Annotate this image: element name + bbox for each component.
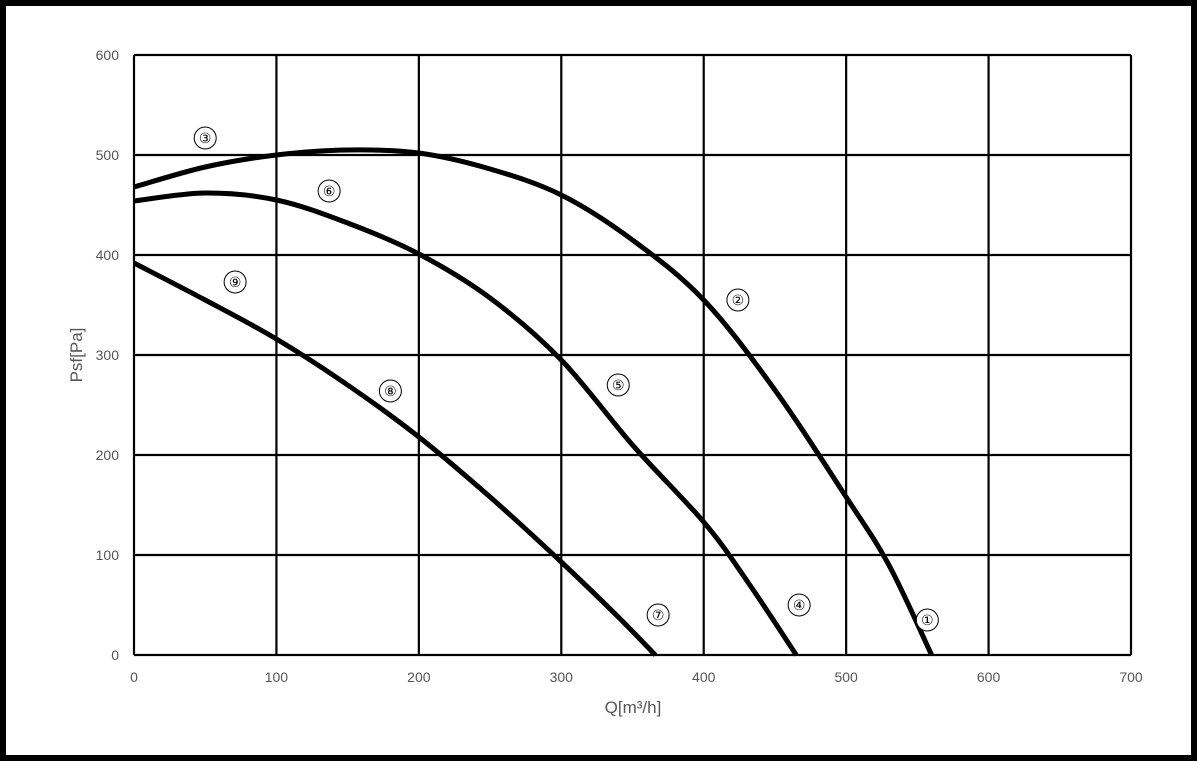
curve-marker-label: ③ [199, 131, 212, 147]
x-tick-label: 200 [407, 669, 431, 685]
y-tick-label: 200 [96, 447, 120, 463]
y-tick-label: 500 [96, 147, 120, 163]
x-tick-label: 700 [1119, 669, 1143, 685]
curve-line [133, 190, 799, 657]
curve-marker-label: ⑧ [384, 384, 397, 400]
x-axis-title: Q[m³/h] [605, 698, 662, 717]
curve-marker-circle [726, 288, 750, 312]
x-tick-label: 300 [550, 669, 574, 685]
y-axis-title: Psf[Pa] [67, 328, 86, 383]
y-tick-label: 600 [96, 47, 120, 63]
curve-marker-circle [378, 379, 402, 403]
grid [132, 53, 1133, 657]
curve-marker-label: ① [921, 613, 934, 629]
curve-marker-circle [646, 603, 670, 627]
curve-marker-label: ⑨ [229, 275, 242, 291]
curve-marker: ③ [193, 126, 217, 150]
curve-line [132, 260, 658, 657]
curve-marker-label: ⑦ [652, 608, 665, 624]
x-tick-label: 500 [834, 669, 858, 685]
x-tick-label: 400 [692, 669, 716, 685]
curve-marker: ② [726, 288, 750, 312]
curve-marker-circle [915, 608, 939, 632]
curve-marker: ⑥ [317, 179, 341, 203]
curve-marker: ④ [787, 593, 811, 617]
curve-marker-label: ② [732, 293, 745, 309]
y-tick-label: 0 [111, 647, 119, 663]
curve-marker: ⑨ [223, 270, 247, 294]
curve-marker: ① [915, 608, 939, 632]
curve-marker-label: ⑤ [612, 378, 625, 394]
curve-marker-label: ④ [793, 598, 806, 614]
curve-marker: ⑧ [378, 379, 402, 403]
tick-labels: 0 100 200 300 400 500 600 700 0 100 200 300 400 500 60… [96, 47, 1143, 685]
curve-marker: ⑦ [646, 603, 670, 627]
curve-marker: ⑤ [606, 373, 630, 397]
y-tick-label: 300 [96, 347, 120, 363]
y-tick-label: 400 [96, 247, 120, 263]
curve-marker-circle [193, 126, 217, 150]
curve-marker-circle [317, 179, 341, 203]
curve-markers: ① ② ③ ④ ⑤ ⑥ ⑦ ⑧ ⑨ [193, 126, 939, 632]
curve-line [133, 147, 934, 657]
y-tick-label: 100 [96, 547, 120, 563]
x-tick-label: 600 [977, 669, 1001, 685]
curve-marker-label: ⑥ [323, 184, 336, 200]
curves [132, 147, 934, 657]
x-tick-label: 0 [130, 669, 138, 685]
curve-marker-circle [223, 270, 247, 294]
x-tick-label: 100 [265, 669, 289, 685]
curve-marker-circle [787, 593, 811, 617]
curve-marker-circle [606, 373, 630, 397]
